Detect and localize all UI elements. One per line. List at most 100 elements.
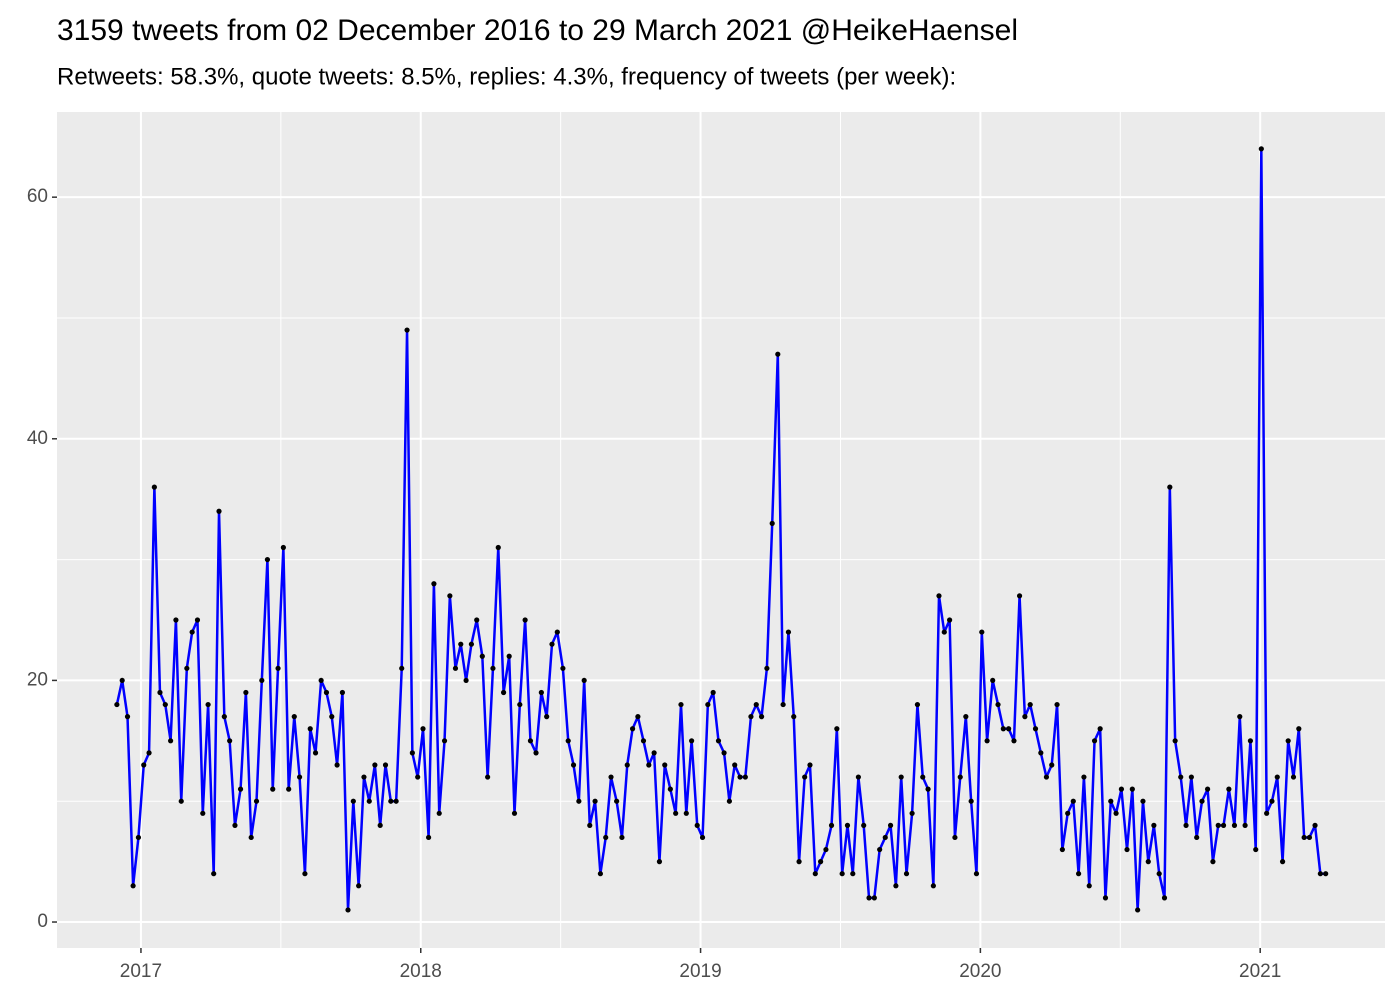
data-point [629, 726, 636, 732]
data-point [549, 641, 555, 647]
data-point [1253, 846, 1259, 853]
data-point [1210, 859, 1216, 865]
data-point [1317, 871, 1323, 877]
data-point [361, 774, 367, 780]
data-point [1290, 774, 1297, 780]
data-point [135, 834, 142, 841]
x-tick-label: 2019 [679, 961, 721, 982]
data-point [1215, 822, 1221, 828]
chart-title: 3159 tweets from 02 December 2016 to 29 … [57, 14, 1018, 47]
data-point [270, 786, 276, 792]
data-point [119, 677, 125, 684]
data-point [500, 689, 507, 696]
data-point [1070, 798, 1076, 804]
data-point [1065, 810, 1071, 816]
data-point [925, 786, 931, 792]
data-point [1027, 701, 1033, 708]
data-point [259, 677, 265, 684]
data-point [1081, 774, 1087, 780]
chart-subtitle: Retweets: 58.3%, quote tweets: 8.5%, rep… [57, 63, 956, 90]
data-point [173, 617, 179, 623]
data-point [463, 677, 469, 684]
data-point [1167, 484, 1173, 490]
data-point [1097, 726, 1103, 732]
data-point [1279, 859, 1286, 865]
y-tick-label: 60 [27, 186, 48, 207]
data-point [850, 871, 856, 877]
data-point [296, 774, 303, 780]
data-point [334, 762, 340, 768]
data-point [168, 738, 174, 744]
data-point [1054, 701, 1060, 708]
data-point [211, 871, 217, 877]
data-point [753, 701, 759, 708]
data-point [914, 701, 921, 708]
data-point [732, 762, 738, 768]
data-point [887, 822, 894, 828]
data-point [861, 822, 867, 828]
data-point [286, 786, 292, 792]
data-point [1269, 798, 1275, 804]
data-point [452, 665, 459, 671]
data-point [1086, 883, 1092, 889]
data-point [576, 798, 582, 804]
data-point [1306, 834, 1313, 841]
data-point [1151, 822, 1157, 828]
data-point [834, 726, 840, 732]
data-point [264, 556, 271, 563]
data-point [425, 834, 432, 841]
data-point [1059, 846, 1065, 853]
data-point [227, 738, 233, 744]
data-point [1102, 895, 1109, 901]
data-point [1194, 834, 1200, 841]
data-point [705, 701, 711, 708]
data-point [1124, 846, 1130, 853]
data-point [1016, 593, 1023, 599]
data-point [742, 774, 748, 780]
data-point [903, 871, 910, 877]
data-point [237, 786, 244, 792]
data-point [511, 810, 518, 816]
data-point [382, 762, 389, 768]
data-point [248, 834, 254, 841]
data-point [485, 774, 491, 780]
data-point [715, 738, 722, 744]
data-point [1323, 871, 1329, 877]
data-point [1274, 774, 1280, 780]
data-point [420, 726, 426, 732]
data-point [963, 714, 969, 720]
data-point [828, 822, 835, 828]
data-point [619, 834, 625, 841]
data-point [490, 665, 496, 671]
data-point [495, 544, 501, 551]
data-point [517, 701, 523, 708]
data-point [995, 701, 1001, 708]
data-point [1091, 738, 1098, 744]
data-point [1242, 822, 1248, 828]
data-point [1145, 859, 1151, 865]
data-point [769, 520, 775, 526]
data-point [1285, 738, 1291, 744]
data-point [710, 689, 716, 696]
data-point [194, 617, 201, 623]
data-point [1237, 714, 1243, 720]
data-point [1022, 714, 1028, 720]
data-point [318, 677, 324, 684]
data-point [673, 810, 679, 816]
data-point [350, 798, 356, 804]
data-point [399, 665, 405, 671]
data-point [1264, 810, 1270, 816]
data-point [372, 762, 378, 768]
y-tick-label: 20 [27, 669, 48, 690]
data-point [232, 822, 238, 828]
data-point [307, 726, 313, 732]
data-point [973, 871, 980, 877]
data-point [635, 714, 641, 720]
data-point [1204, 786, 1211, 792]
data-point [329, 714, 335, 720]
data-point [522, 617, 528, 623]
data-point [1076, 871, 1082, 877]
data-point [597, 871, 603, 877]
data-point [1220, 822, 1227, 828]
data-point [984, 738, 990, 744]
